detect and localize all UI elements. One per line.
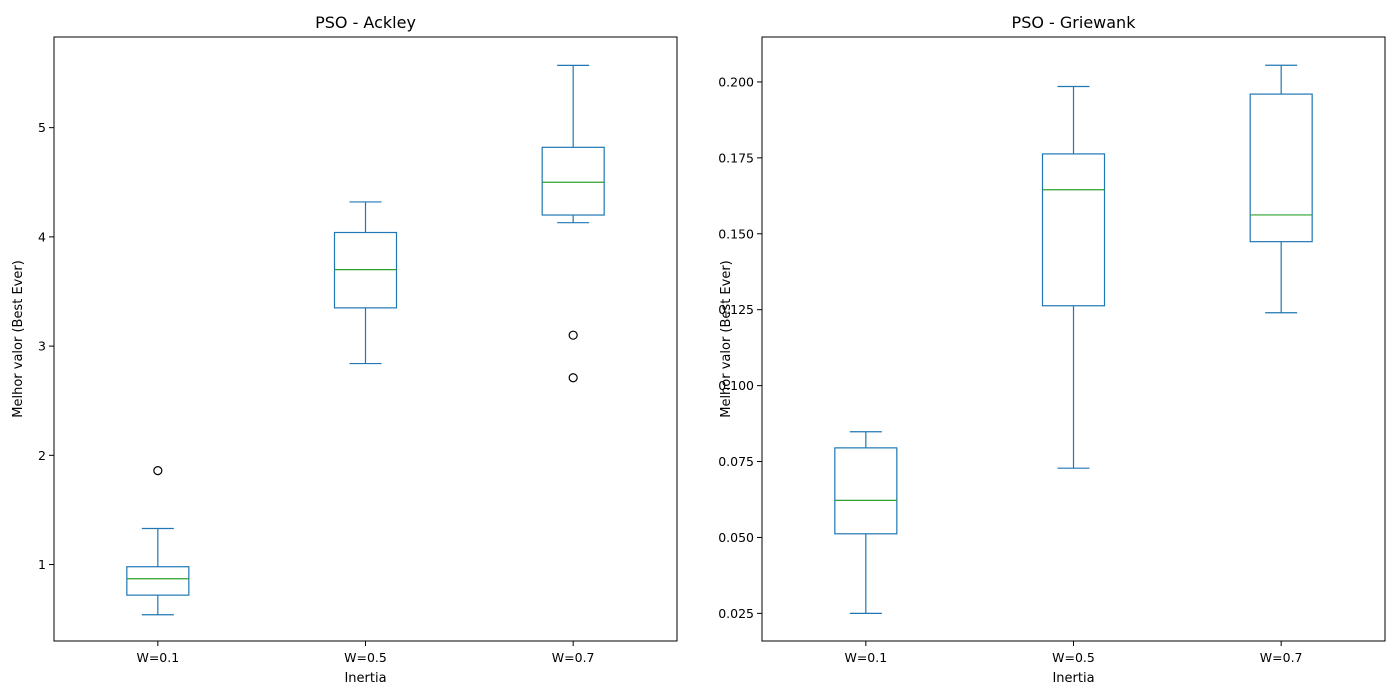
chart-2-box-3 — [1249, 64, 1313, 314]
chart-1-x-tick-label: W=0.7 — [552, 650, 595, 665]
chart-1-x-axis-label: Inertia — [344, 671, 386, 686]
chart-2-box-2 — [1041, 85, 1106, 469]
chart-2-y-tick-label: 0.100 — [718, 378, 754, 393]
chart-2-y-tick-label: 0.150 — [718, 226, 754, 241]
chart-1-axes-frame — [53, 36, 678, 642]
box-body — [1249, 93, 1313, 243]
chart-1-y-tick-label: 3 — [38, 339, 46, 354]
chart-1-y-tick-label: 5 — [38, 120, 46, 135]
chart-1-x-tick-label: W=0.1 — [136, 650, 179, 665]
chart-2-x-tick-label: W=0.1 — [844, 650, 887, 665]
chart-1-box-2 — [333, 201, 398, 365]
chart-2-x-tick-label: W=0.7 — [1260, 650, 1303, 665]
chart-2-y-tick-label: 0.050 — [718, 530, 754, 545]
chart-1-y-axis-label: Melhor valor (Best Ever) — [11, 260, 26, 418]
ackley-chart-panel: PSO - Ackley 1 2 3 4 5 W=0.1 W=0.5 W=0.7 Inertia M… — [11, 13, 678, 686]
box-body — [834, 447, 898, 535]
chart-2-y-axis-label: Melhor valor (Best Ever) — [719, 260, 734, 418]
chart-1-box-3 — [541, 64, 605, 383]
chart-1-title: PSO - Ackley — [315, 13, 416, 32]
outlier-point — [568, 330, 578, 340]
chart-1-y-tick-label: 4 — [38, 229, 46, 244]
chart-1-y-tick-label: 2 — [38, 448, 46, 463]
outlier-point — [153, 466, 163, 476]
chart-1-box-1 — [126, 466, 190, 616]
chart-2-box-1 — [834, 431, 898, 614]
chart-2-x-axis-label: Inertia — [1052, 671, 1094, 686]
chart-2-x-tick-label: W=0.5 — [1052, 650, 1095, 665]
chart-2-y-tick-label: 0.025 — [718, 606, 754, 621]
chart-2-y-tick-label: 0.200 — [718, 74, 754, 89]
chart-2-axes-frame — [761, 36, 1386, 642]
box-body — [541, 146, 605, 216]
outlier-point — [568, 373, 578, 383]
chart-2-y-tick-label: 0.075 — [718, 454, 754, 469]
chart-2-y-tick-label: 0.175 — [718, 150, 754, 165]
chart-2-title: PSO - Griewank — [1012, 13, 1137, 32]
griewank-chart-panel: PSO - Griewank 0.025 0.050 0.075 0.100 0.125 0… — [718, 13, 1386, 686]
box-body — [126, 566, 190, 596]
chart-2-y-tick-label: 0.125 — [718, 302, 754, 317]
chart-1-x-tick-label: W=0.5 — [344, 650, 387, 665]
box-body — [1041, 153, 1106, 307]
chart-1-y-tick-label: 1 — [38, 557, 46, 572]
